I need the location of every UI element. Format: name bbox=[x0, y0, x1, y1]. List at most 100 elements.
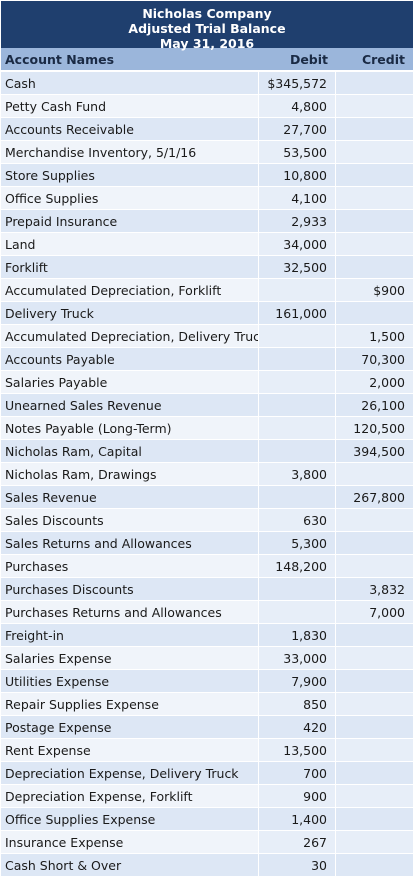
trial-balance-table: Account Names Debit Credit Cash $345,572 P… bbox=[1, 48, 413, 877]
debit-amount: 420 bbox=[259, 716, 336, 739]
credit-amount bbox=[336, 509, 413, 532]
account-name: Petty Cash Fund bbox=[1, 95, 259, 118]
credit-amount bbox=[336, 693, 413, 716]
table-row: Insurance Expense 267 bbox=[1, 831, 413, 854]
account-name: Freight-in bbox=[1, 624, 259, 647]
account-name: Depreciation Expense, Delivery Truck bbox=[1, 762, 259, 785]
credit-amount bbox=[336, 463, 413, 486]
table-row: Forklift 32,500 bbox=[1, 256, 413, 279]
debit-amount bbox=[259, 578, 336, 601]
debit-amount bbox=[259, 325, 336, 348]
credit-amount bbox=[336, 187, 413, 210]
credit-amount bbox=[336, 716, 413, 739]
account-name: Nicholas Ram, Capital bbox=[1, 440, 259, 463]
debit-amount: 1,400 bbox=[259, 808, 336, 831]
account-name: Prepaid Insurance bbox=[1, 210, 259, 233]
debit-amount: 850 bbox=[259, 693, 336, 716]
account-name: Accumulated Depreciation, Delivery Truck bbox=[1, 325, 259, 348]
debit-amount: 27,700 bbox=[259, 118, 336, 141]
account-name: Postage Expense bbox=[1, 716, 259, 739]
credit-amount bbox=[336, 210, 413, 233]
table-row: Purchases Returns and Allowances 7,000 bbox=[1, 601, 413, 624]
statement-header: Nicholas Company Adjusted Trial Balance … bbox=[1, 1, 413, 51]
debit-amount: 5,300 bbox=[259, 532, 336, 555]
debit-amount: 700 bbox=[259, 762, 336, 785]
account-name: Office Supplies Expense bbox=[1, 808, 259, 831]
account-name: Cash Short & Over bbox=[1, 854, 259, 877]
debit-amount: 267 bbox=[259, 831, 336, 854]
credit-amount bbox=[336, 95, 413, 118]
account-name: Rent Expense bbox=[1, 739, 259, 762]
table-row: Accounts Receivable 27,700 bbox=[1, 118, 413, 141]
debit-amount bbox=[259, 371, 336, 394]
debit-amount: 630 bbox=[259, 509, 336, 532]
account-name: Store Supplies bbox=[1, 164, 259, 187]
debit-amount: 2,933 bbox=[259, 210, 336, 233]
account-name: Purchases bbox=[1, 555, 259, 578]
debit-amount: 53,500 bbox=[259, 141, 336, 164]
account-name: Merchandise Inventory, 5/1/16 bbox=[1, 141, 259, 164]
table-row: Repair Supplies Expense 850 bbox=[1, 693, 413, 716]
debit-amount: 30 bbox=[259, 854, 336, 877]
credit-amount: $900 bbox=[336, 279, 413, 302]
table-row: Accounts Payable 70,300 bbox=[1, 348, 413, 371]
debit-amount: 148,200 bbox=[259, 555, 336, 578]
table-row: Prepaid Insurance 2,933 bbox=[1, 210, 413, 233]
table-row: Petty Cash Fund 4,800 bbox=[1, 95, 413, 118]
debit-amount: 10,800 bbox=[259, 164, 336, 187]
table-row: Notes Payable (Long-Term) 120,500 bbox=[1, 417, 413, 440]
credit-amount bbox=[336, 256, 413, 279]
table-row: Purchases Discounts 3,832 bbox=[1, 578, 413, 601]
account-name: Depreciation Expense, Forklift bbox=[1, 785, 259, 808]
column-header-row: Account Names Debit Credit bbox=[1, 48, 413, 72]
credit-amount: 394,500 bbox=[336, 440, 413, 463]
credit-amount: 70,300 bbox=[336, 348, 413, 371]
credit-amount: 3,832 bbox=[336, 578, 413, 601]
table-row: Utilities Expense 7,900 bbox=[1, 670, 413, 693]
debit-amount bbox=[259, 440, 336, 463]
account-name: Salaries Expense bbox=[1, 647, 259, 670]
credit-amount: 2,000 bbox=[336, 371, 413, 394]
table-row: Sales Discounts 630 bbox=[1, 509, 413, 532]
debit-amount bbox=[259, 279, 336, 302]
table-row: Store Supplies 10,800 bbox=[1, 164, 413, 187]
credit-amount: 267,800 bbox=[336, 486, 413, 509]
debit-amount bbox=[259, 394, 336, 417]
debit-amount: 900 bbox=[259, 785, 336, 808]
debit-amount: 34,000 bbox=[259, 233, 336, 256]
account-name: Sales Discounts bbox=[1, 509, 259, 532]
debit-amount: 3,800 bbox=[259, 463, 336, 486]
credit-amount bbox=[336, 555, 413, 578]
table-row: Rent Expense 13,500 bbox=[1, 739, 413, 762]
credit-amount bbox=[336, 302, 413, 325]
credit-amount bbox=[336, 118, 413, 141]
credit-amount: 1,500 bbox=[336, 325, 413, 348]
account-name: Office Supplies bbox=[1, 187, 259, 210]
credit-amount: 7,000 bbox=[336, 601, 413, 624]
account-name: Utilities Expense bbox=[1, 670, 259, 693]
account-rows: Cash $345,572 Petty Cash Fund 4,800 Accounts… bbox=[1, 72, 413, 877]
debit-amount: 4,100 bbox=[259, 187, 336, 210]
debit-amount bbox=[259, 348, 336, 371]
account-name: Cash bbox=[1, 72, 259, 95]
account-name: Sales Revenue bbox=[1, 486, 259, 509]
account-name: Purchases Returns and Allowances bbox=[1, 601, 259, 624]
table-row: Sales Revenue 267,800 bbox=[1, 486, 413, 509]
credit-amount bbox=[336, 808, 413, 831]
table-row: Office Supplies Expense 1,400 bbox=[1, 808, 413, 831]
table-row: Merchandise Inventory, 5/1/16 53,500 bbox=[1, 141, 413, 164]
table-row: Nicholas Ram, Drawings 3,800 bbox=[1, 463, 413, 486]
table-row: Land 34,000 bbox=[1, 233, 413, 256]
credit-amount bbox=[336, 739, 413, 762]
statement-title: Adjusted Trial Balance bbox=[128, 21, 286, 36]
statement-date: May 31, 2016 bbox=[159, 36, 255, 51]
account-name: Delivery Truck bbox=[1, 302, 259, 325]
table-row: Delivery Truck 161,000 bbox=[1, 302, 413, 325]
debit-amount: 13,500 bbox=[259, 739, 336, 762]
account-name: Salaries Payable bbox=[1, 371, 259, 394]
credit-amount bbox=[336, 164, 413, 187]
debit-amount bbox=[259, 601, 336, 624]
company-name: Nicholas Company bbox=[142, 6, 272, 21]
table-row: Purchases 148,200 bbox=[1, 555, 413, 578]
debit-amount: 7,900 bbox=[259, 670, 336, 693]
